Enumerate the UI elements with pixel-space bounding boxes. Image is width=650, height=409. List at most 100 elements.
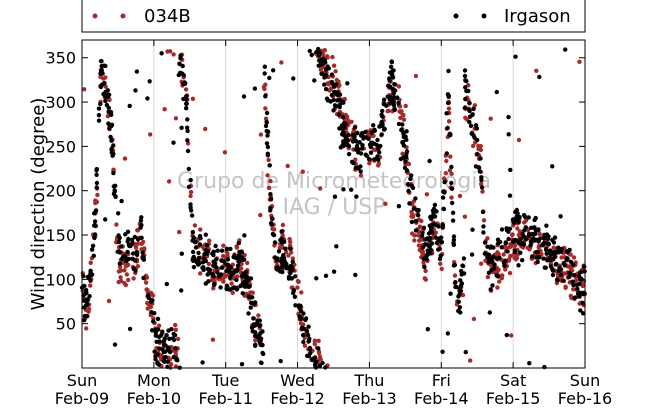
point-034b <box>509 333 514 338</box>
point-irgason <box>328 99 333 104</box>
point-irgason <box>119 244 124 249</box>
point-irgason <box>171 337 177 343</box>
point-irgason <box>544 251 549 256</box>
point-irgason <box>289 265 295 270</box>
point-irgason <box>578 308 583 313</box>
point-034b <box>577 59 582 64</box>
point-irgason <box>450 218 456 223</box>
grid-lines <box>153 40 514 368</box>
point-irgason <box>359 146 365 151</box>
point-irgason <box>259 360 264 366</box>
point-irgason <box>375 137 380 143</box>
point-irgason <box>185 138 190 143</box>
point-irgason <box>141 275 146 281</box>
point-irgason <box>219 265 225 270</box>
point-irgason <box>323 86 329 92</box>
point-irgason <box>387 78 392 83</box>
point-irgason <box>275 265 280 270</box>
point-irgason <box>89 247 95 252</box>
y-tick-label: 150 <box>45 226 76 245</box>
point-irgason <box>391 103 397 108</box>
point-irgason <box>341 143 346 149</box>
point-irgason <box>164 333 169 338</box>
point-irgason <box>200 360 205 365</box>
point-irgason <box>440 222 445 227</box>
point-irgason <box>127 326 133 332</box>
point-irgason <box>540 242 545 247</box>
point-034b <box>116 269 122 274</box>
point-034b <box>480 189 485 194</box>
point-034b <box>488 116 493 121</box>
point-034b <box>203 126 208 132</box>
point-irgason <box>456 299 461 304</box>
point-irgason <box>134 69 140 74</box>
point-irgason <box>481 230 486 235</box>
point-034b <box>173 116 179 121</box>
point-irgason <box>166 328 171 333</box>
point-034b <box>318 186 323 191</box>
point-irgason <box>156 334 162 339</box>
point-irgason <box>469 252 475 257</box>
point-irgason <box>262 64 267 69</box>
point-irgason <box>171 355 176 360</box>
point-034b <box>279 60 284 65</box>
point-034b <box>510 232 515 237</box>
point-irgason <box>301 332 306 338</box>
point-irgason <box>445 92 451 97</box>
point-irgason <box>391 91 396 96</box>
point-irgason <box>204 243 210 248</box>
point-irgason <box>112 188 117 193</box>
point-irgason <box>518 250 523 255</box>
point-034b <box>145 289 150 294</box>
point-irgason <box>165 359 170 364</box>
point-irgason <box>392 106 397 112</box>
point-irgason <box>377 150 382 155</box>
point-irgason <box>171 140 176 145</box>
point-034b <box>417 224 423 230</box>
point-irgason <box>205 249 211 254</box>
point-irgason <box>463 78 468 83</box>
point-irgason <box>396 204 402 209</box>
point-034b <box>168 362 174 367</box>
point-irgason <box>535 259 540 265</box>
point-irgason <box>279 229 284 234</box>
point-irgason <box>197 242 203 247</box>
point-irgason <box>335 98 340 103</box>
point-irgason <box>459 272 464 277</box>
point-034b <box>452 273 458 278</box>
point-irgason <box>522 234 527 239</box>
point-034b <box>367 161 372 166</box>
point-irgason <box>191 264 197 270</box>
point-034b <box>258 132 264 137</box>
point-034b <box>221 279 226 284</box>
point-irgason <box>174 357 179 363</box>
point-irgason <box>427 158 432 164</box>
y-tick-label: 200 <box>45 182 76 201</box>
legend-marker-irgason <box>481 13 487 19</box>
point-034b <box>410 212 415 217</box>
x-tick-label-date: Feb-13 <box>342 389 396 408</box>
point-irgason <box>272 240 278 245</box>
point-irgason <box>541 235 547 241</box>
point-034b <box>580 282 586 288</box>
point-034b <box>279 243 285 249</box>
point-irgason <box>551 251 556 256</box>
point-034b <box>283 249 289 255</box>
point-irgason <box>550 272 556 278</box>
point-irgason <box>244 281 249 287</box>
point-irgason <box>176 72 181 78</box>
point-irgason <box>449 186 455 191</box>
point-034b <box>258 212 263 218</box>
point-irgason <box>332 84 337 89</box>
point-irgason <box>196 258 201 264</box>
point-irgason <box>329 92 335 98</box>
point-irgason <box>495 237 501 242</box>
point-irgason <box>262 71 267 76</box>
point-irgason <box>241 94 247 99</box>
point-irgason <box>322 75 327 80</box>
point-irgason <box>545 241 550 246</box>
point-irgason <box>376 146 381 151</box>
point-irgason <box>85 274 91 280</box>
point-irgason <box>409 219 415 225</box>
point-irgason <box>281 255 287 261</box>
